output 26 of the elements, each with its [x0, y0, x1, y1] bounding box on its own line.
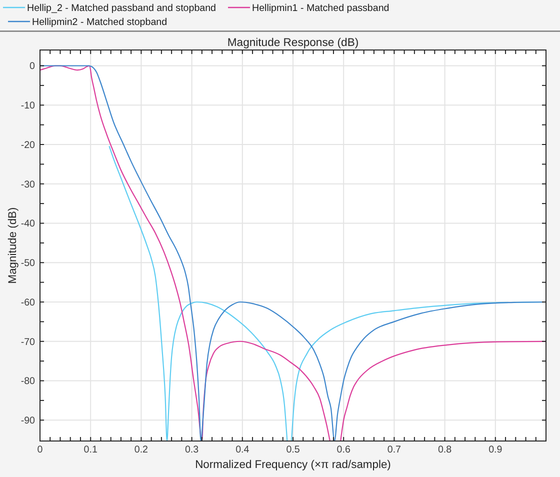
legend-label: Hellipmin2 - Matched stopband: [32, 16, 168, 28]
y-tick-label: -10: [20, 100, 36, 112]
x-tick-label: 0: [37, 444, 44, 456]
y-tick-label: 0: [30, 61, 36, 72]
y-tick-label: -80: [20, 376, 36, 388]
y-tick-label: -70: [20, 336, 36, 348]
y-tick-label: -90: [20, 416, 36, 427]
legend-label: Hellipmin1 - Matched passband: [252, 2, 390, 14]
chart-title: Magnitude Response (dB): [227, 37, 359, 49]
x-tick-label: 0.5: [286, 444, 300, 456]
y-tick-label: -50: [20, 258, 36, 270]
x-tick-label: 0.3: [184, 444, 200, 456]
legend-label: Hellip_2 - Matched passband and stopband: [27, 2, 216, 14]
x-tick-label: 0.2: [134, 444, 148, 456]
x-tick-label: 0.9: [488, 444, 502, 456]
x-tick-label: 0.1: [84, 444, 98, 456]
y-tick-label: -30: [20, 179, 36, 190]
y-tick-label: -20: [20, 140, 36, 151]
y-tick-label: -60: [20, 297, 36, 308]
y-tick-label: -40: [20, 218, 36, 230]
x-tick-label: 0.7: [387, 444, 402, 456]
y-axis-title: Magnitude (dB): [7, 206, 19, 284]
x-axis-title: Normalized Frequency (×π rad/sample): [195, 459, 392, 471]
x-tick-label: 0.4: [236, 444, 250, 456]
x-tick-label: 0.6: [336, 444, 351, 456]
x-tick-label: 0.8: [438, 444, 452, 456]
